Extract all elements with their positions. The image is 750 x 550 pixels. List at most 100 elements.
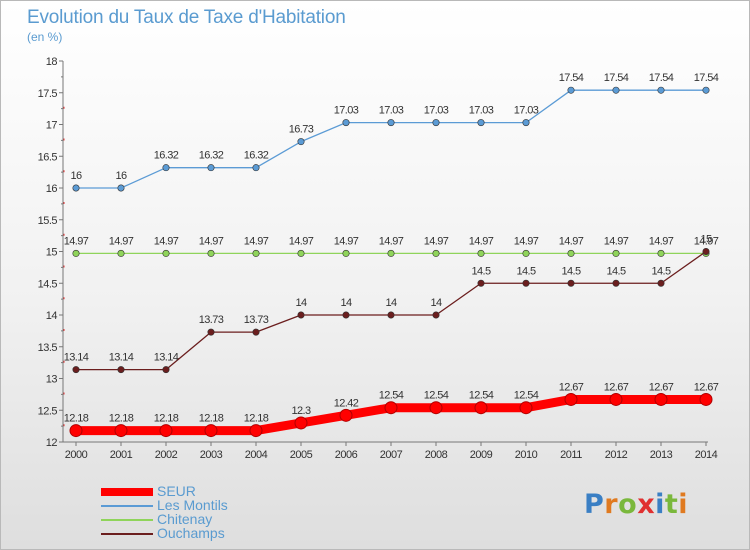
data-point-les-montils bbox=[72, 184, 80, 192]
x-tick-label: 2013 bbox=[650, 449, 673, 461]
legend-label-chitenay: Chitenay bbox=[157, 511, 213, 527]
data-point-chitenay bbox=[567, 249, 575, 257]
data-label-les-montils: 16 bbox=[70, 170, 82, 182]
legend-label-ouchamps: Ouchamps bbox=[157, 525, 225, 541]
data-label-seur: 12.54 bbox=[514, 390, 539, 402]
data-point-les-montils bbox=[657, 86, 665, 94]
proxiti-logo: Proxiti bbox=[584, 489, 688, 520]
data-label-ouchamps: 13.14 bbox=[64, 352, 89, 364]
logo-letter: i bbox=[678, 489, 689, 520]
y-tick-label: 14.5 bbox=[38, 278, 58, 290]
data-point-seur bbox=[294, 416, 308, 430]
data-point-les-montils bbox=[522, 119, 530, 127]
data-label-ouchamps: 13.14 bbox=[109, 352, 134, 364]
data-label-chitenay: 14.97 bbox=[199, 235, 224, 247]
data-label-ouchamps: 14.5 bbox=[606, 265, 625, 277]
legend-swatch-les-montils bbox=[101, 505, 153, 507]
data-label-chitenay: 14.97 bbox=[379, 235, 404, 247]
data-point-seur bbox=[474, 401, 488, 415]
data-point-seur bbox=[609, 392, 623, 406]
data-label-chitenay: 14.97 bbox=[649, 235, 674, 247]
data-point-chitenay bbox=[72, 249, 80, 257]
data-label-chitenay: 14.97 bbox=[289, 235, 314, 247]
data-label-ouchamps: 13.73 bbox=[199, 314, 224, 326]
data-point-ouchamps bbox=[702, 248, 710, 256]
data-point-ouchamps bbox=[522, 279, 530, 287]
data-point-seur bbox=[204, 424, 218, 438]
y-tick-label: 13 bbox=[46, 374, 58, 386]
y-tick-label: 16 bbox=[46, 183, 58, 195]
data-point-ouchamps bbox=[117, 366, 125, 374]
data-label-les-montils: 17.54 bbox=[649, 72, 674, 84]
x-tick-label: 2006 bbox=[335, 449, 358, 461]
legend-swatch-ouchamps bbox=[101, 533, 153, 535]
data-label-seur: 12.67 bbox=[604, 381, 629, 393]
data-point-chitenay bbox=[612, 249, 620, 257]
data-label-seur: 12.42 bbox=[334, 397, 359, 409]
data-label-chitenay: 14.97 bbox=[154, 235, 179, 247]
data-point-chitenay bbox=[207, 249, 215, 257]
data-point-seur bbox=[564, 392, 578, 406]
data-label-ouchamps: 14.5 bbox=[516, 265, 535, 277]
data-point-seur bbox=[429, 401, 443, 415]
data-label-chitenay: 14.97 bbox=[514, 235, 539, 247]
data-point-ouchamps bbox=[342, 311, 350, 319]
data-label-ouchamps: 14.5 bbox=[561, 265, 580, 277]
data-label-seur: 12.67 bbox=[559, 381, 584, 393]
data-point-seur bbox=[249, 424, 263, 438]
x-tick-label: 2000 bbox=[65, 449, 88, 461]
y-tick-label: 17.5 bbox=[38, 88, 58, 100]
x-tick-label: 2003 bbox=[200, 449, 223, 461]
data-point-seur bbox=[339, 408, 353, 422]
data-label-les-montils: 16.32 bbox=[154, 150, 179, 162]
data-point-ouchamps bbox=[477, 279, 485, 287]
y-tick-label: 12.5 bbox=[38, 405, 58, 417]
data-label-chitenay: 14.97 bbox=[64, 235, 89, 247]
data-point-chitenay bbox=[297, 249, 305, 257]
data-label-ouchamps: 14.5 bbox=[651, 265, 670, 277]
logo-letter: t bbox=[664, 489, 679, 520]
data-label-chitenay: 14.97 bbox=[109, 235, 134, 247]
legend-swatch-seur bbox=[101, 488, 153, 496]
x-tick-label: 2011 bbox=[560, 449, 582, 461]
data-label-ouchamps: 13.14 bbox=[154, 352, 179, 364]
data-label-les-montils: 16 bbox=[115, 170, 127, 182]
data-label-seur: 12.3 bbox=[291, 405, 310, 417]
x-tick-label: 2001 bbox=[110, 449, 133, 461]
data-label-ouchamps: 13.73 bbox=[244, 314, 269, 326]
data-label-ouchamps: 14 bbox=[385, 297, 397, 309]
data-label-seur: 12.54 bbox=[469, 390, 494, 402]
data-label-seur: 12.18 bbox=[154, 413, 179, 425]
x-tick-label: 2005 bbox=[290, 449, 313, 461]
data-label-les-montils: 17.54 bbox=[694, 72, 719, 84]
data-point-ouchamps bbox=[387, 311, 395, 319]
x-tick-label: 2014 bbox=[695, 449, 718, 461]
data-point-seur bbox=[159, 424, 173, 438]
data-label-ouchamps: 14 bbox=[295, 297, 307, 309]
data-point-ouchamps bbox=[432, 311, 440, 319]
data-label-les-montils: 17.54 bbox=[604, 72, 629, 84]
data-point-seur bbox=[654, 392, 668, 406]
data-point-les-montils bbox=[477, 119, 485, 127]
data-point-seur bbox=[519, 401, 533, 415]
logo-letter: r bbox=[604, 489, 619, 520]
data-point-chitenay bbox=[387, 249, 395, 257]
data-label-chitenay: 14.97 bbox=[244, 235, 269, 247]
y-tick-label: 15.5 bbox=[38, 215, 58, 227]
logo-letter: o bbox=[618, 489, 638, 520]
data-label-ouchamps: 14 bbox=[340, 297, 352, 309]
data-point-ouchamps bbox=[612, 279, 620, 287]
data-point-les-montils bbox=[162, 164, 170, 172]
logo-letter: P bbox=[584, 489, 605, 520]
data-label-chitenay: 14.97 bbox=[559, 235, 584, 247]
unit-label: (en %) bbox=[27, 30, 63, 44]
data-point-les-montils bbox=[387, 119, 395, 127]
x-tick-label: 2010 bbox=[515, 449, 538, 461]
logo-letter: x bbox=[637, 489, 656, 520]
data-point-les-montils bbox=[612, 86, 620, 94]
data-point-ouchamps bbox=[162, 366, 170, 374]
data-label-ouchamps: 14.5 bbox=[471, 265, 490, 277]
legend-label-les-montils: Les Montils bbox=[157, 497, 228, 513]
y-tick-label: 17 bbox=[46, 120, 58, 132]
